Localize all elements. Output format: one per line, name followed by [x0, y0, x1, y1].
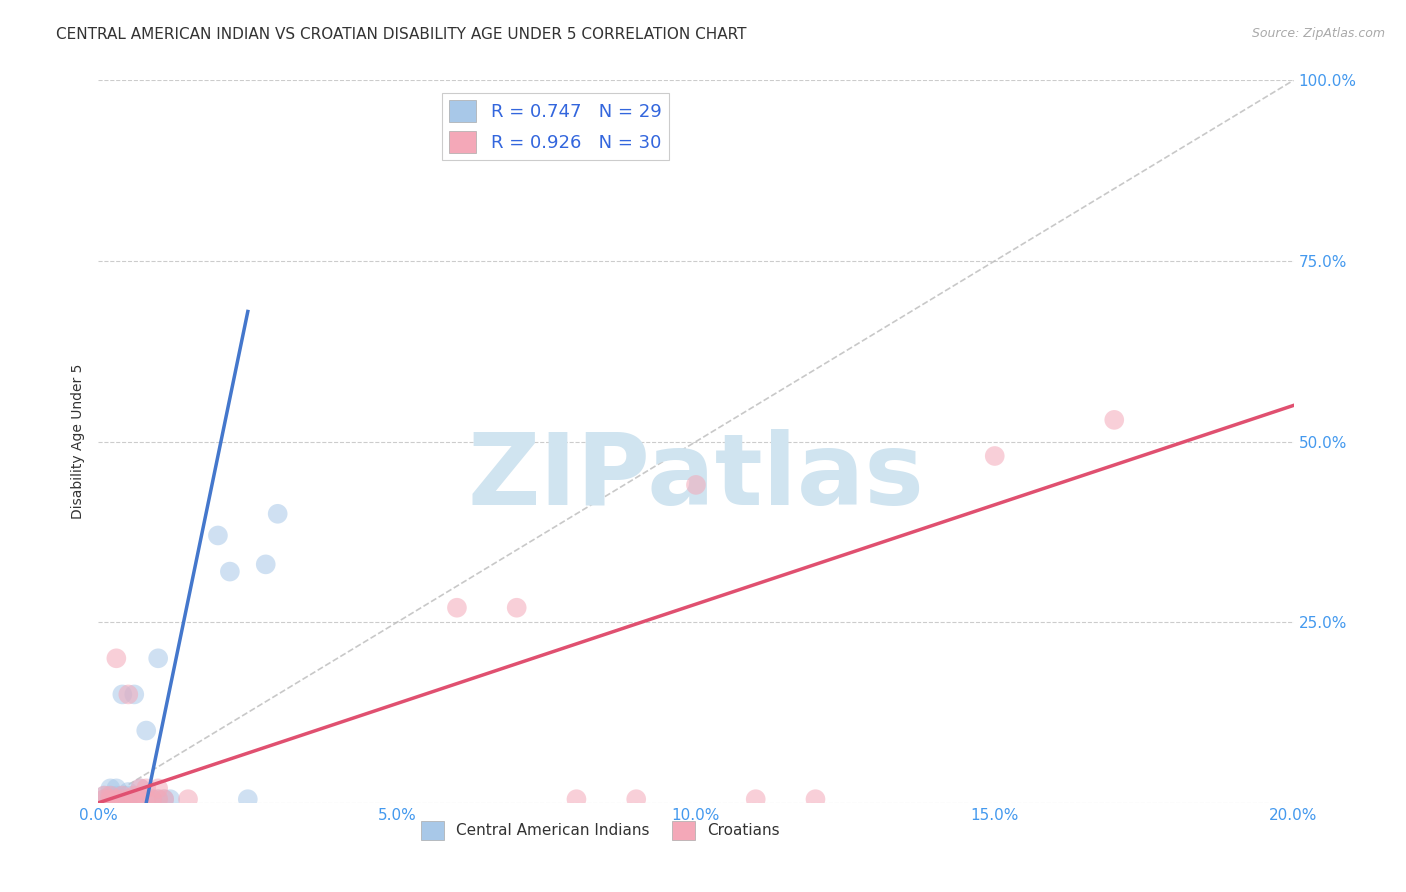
- Point: [98, 792, 122, 806]
- Point: [111, 789, 134, 803]
- Point: [117, 789, 139, 803]
- Point: [93, 789, 115, 803]
- Point: [117, 687, 139, 701]
- Point: [129, 792, 152, 806]
- Point: [148, 792, 170, 806]
- Point: [105, 789, 128, 803]
- Point: [129, 792, 152, 806]
- Point: [93, 792, 115, 806]
- Point: [254, 558, 277, 572]
- Point: [141, 792, 163, 806]
- Point: [111, 792, 134, 806]
- Point: [148, 651, 170, 665]
- Point: [93, 789, 115, 803]
- Point: [105, 792, 128, 806]
- Point: [117, 785, 139, 799]
- Point: [141, 792, 163, 806]
- Text: Source: ZipAtlas.com: Source: ZipAtlas.com: [1251, 27, 1385, 40]
- Text: CENTRAL AMERICAN INDIAN VS CROATIAN DISABILITY AGE UNDER 5 CORRELATION CHART: CENTRAL AMERICAN INDIAN VS CROATIAN DISA…: [56, 27, 747, 42]
- Point: [98, 792, 122, 806]
- Point: [153, 792, 176, 806]
- Point: [626, 792, 648, 806]
- Point: [565, 792, 588, 806]
- Point: [148, 781, 170, 796]
- Point: [124, 687, 146, 701]
- Point: [219, 565, 242, 579]
- Point: [105, 792, 128, 806]
- Point: [177, 792, 200, 806]
- Point: [135, 781, 157, 796]
- Point: [111, 792, 134, 806]
- Point: [135, 723, 157, 738]
- Point: [98, 789, 122, 803]
- Point: [804, 792, 827, 806]
- Point: [207, 528, 229, 542]
- Point: [135, 792, 157, 806]
- Point: [124, 789, 146, 803]
- Point: [153, 792, 176, 806]
- Text: ZIPatlas: ZIPatlas: [468, 429, 924, 526]
- Point: [685, 478, 707, 492]
- Point: [111, 687, 134, 701]
- Point: [236, 792, 259, 806]
- Point: [267, 507, 290, 521]
- Point: [117, 792, 139, 806]
- Point: [105, 651, 128, 665]
- Point: [105, 781, 128, 796]
- Point: [124, 792, 146, 806]
- Y-axis label: Disability Age Under 5: Disability Age Under 5: [70, 364, 84, 519]
- Legend: Central American Indians, Croatians: Central American Indians, Croatians: [415, 815, 786, 846]
- Point: [98, 781, 122, 796]
- Point: [159, 792, 181, 806]
- Point: [148, 792, 170, 806]
- Point: [129, 781, 152, 796]
- Point: [506, 600, 529, 615]
- Point: [111, 789, 134, 803]
- Point: [117, 792, 139, 806]
- Point: [1104, 413, 1126, 427]
- Point: [124, 792, 146, 806]
- Point: [98, 789, 122, 803]
- Point: [984, 449, 1007, 463]
- Point: [745, 792, 768, 806]
- Point: [93, 792, 115, 806]
- Point: [129, 781, 152, 796]
- Point: [446, 600, 468, 615]
